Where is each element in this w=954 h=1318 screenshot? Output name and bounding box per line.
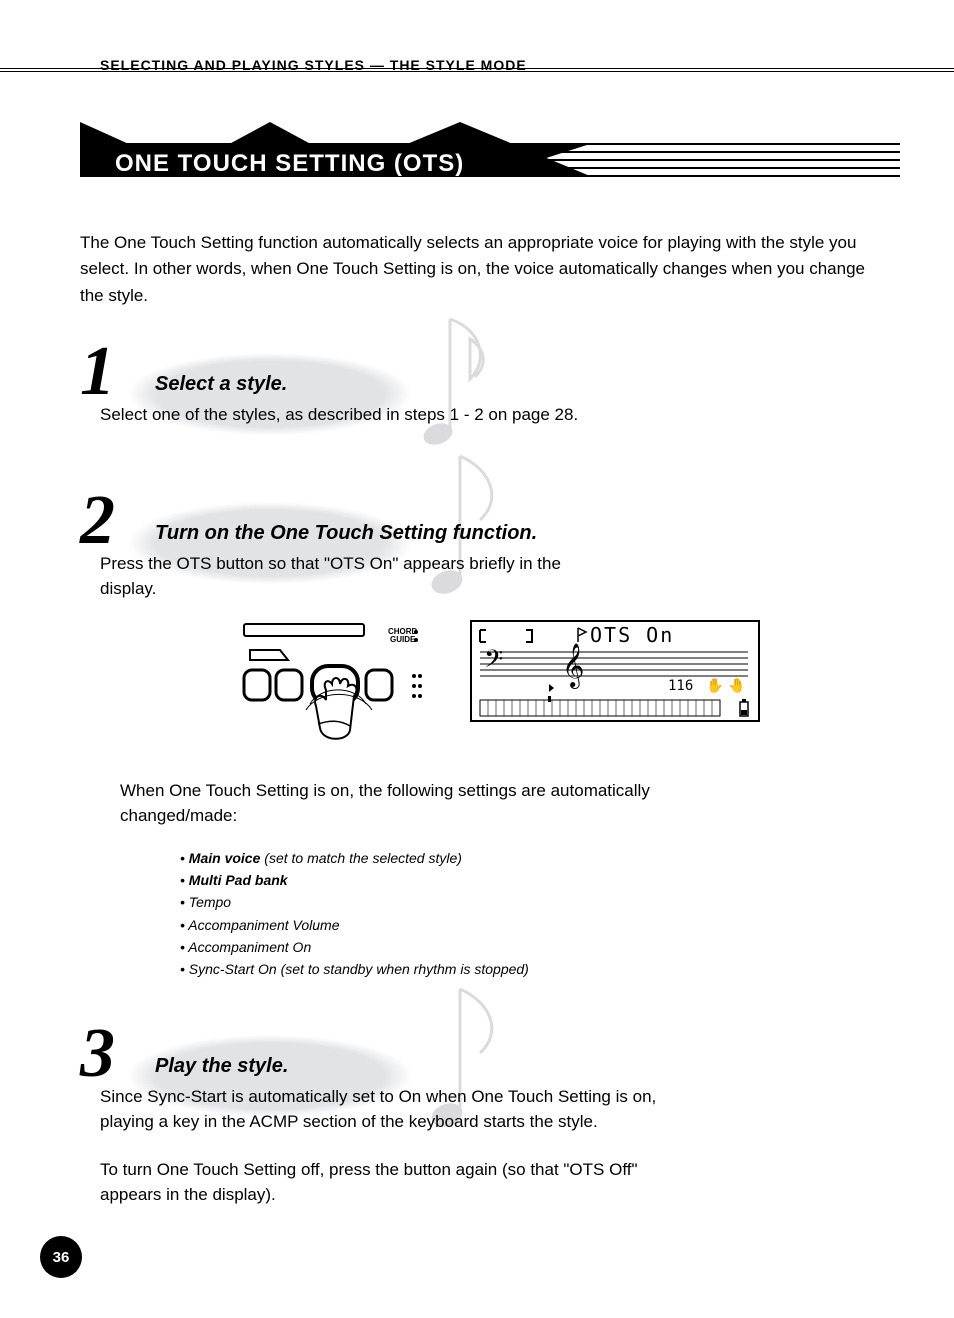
step-number: 3 [80,1019,115,1089]
lcd-text: OTS On [590,623,674,647]
figure-row: CHORD GUIDE [240,620,874,750]
step-2: 2 Turn on the One Touch Setting function… [80,518,874,981]
step-number: 2 [80,486,115,556]
step-body-2: To turn One Touch Setting off, press the… [100,1157,660,1208]
step-body: Select one of the styles, as described i… [100,402,620,428]
svg-text:𝄞: 𝄞 [562,644,584,689]
list-item: • Multi Pad bank [180,869,874,891]
list-item: • Sync-Start On (set to standby when rhy… [180,958,874,980]
after-figure-text: When One Touch Setting is on, the follow… [120,778,680,829]
step-title: Select a style. [155,369,874,396]
panel-illustration: CHORD GUIDE [240,620,430,750]
step-title: Turn on the One Touch Setting function. [155,518,874,545]
step-title: Play the style. [155,1051,874,1078]
svg-text:𝄢: 𝄢 [484,646,503,679]
list-item: • Accompaniment Volume [180,914,874,936]
list-item: • Main voice (set to match the selected … [180,847,874,869]
svg-text:🤚: 🤚 [728,677,745,693]
section-banner: ONE TOUCH SETTING (OTS) [80,140,874,200]
page: SELECTING AND PLAYING STYLES — THE STYLE… [0,0,954,1318]
step-body: Press the OTS button so that "OTS On" ap… [100,551,620,602]
step-3: 3 Play the style. Since Sync-Start is au… [80,1051,874,1208]
running-head: SELECTING AND PLAYING STYLES — THE STYLE… [100,57,527,73]
step-1: 1 Select a style. Select one of the styl… [80,369,874,428]
svg-text:✋: ✋ [706,677,723,693]
lcd-display: OTS On 𝄢 𝄞 116 ✋ 🤚 [470,620,760,725]
list-item: • Tempo [180,891,874,913]
svg-text:GUIDE: GUIDE [390,635,416,644]
intro-paragraph: The One Touch Setting function automatic… [80,230,874,309]
step-number: 1 [80,337,115,407]
list-item: • Accompaniment On [180,936,874,958]
page-number: 36 [40,1236,82,1278]
svg-text:116: 116 [668,678,693,694]
banner-title: ONE TOUCH SETTING (OTS) [115,150,464,178]
settings-list: • Main voice (set to match the selected … [180,847,874,981]
step-body: Since Sync-Start is automatically set to… [100,1084,660,1135]
